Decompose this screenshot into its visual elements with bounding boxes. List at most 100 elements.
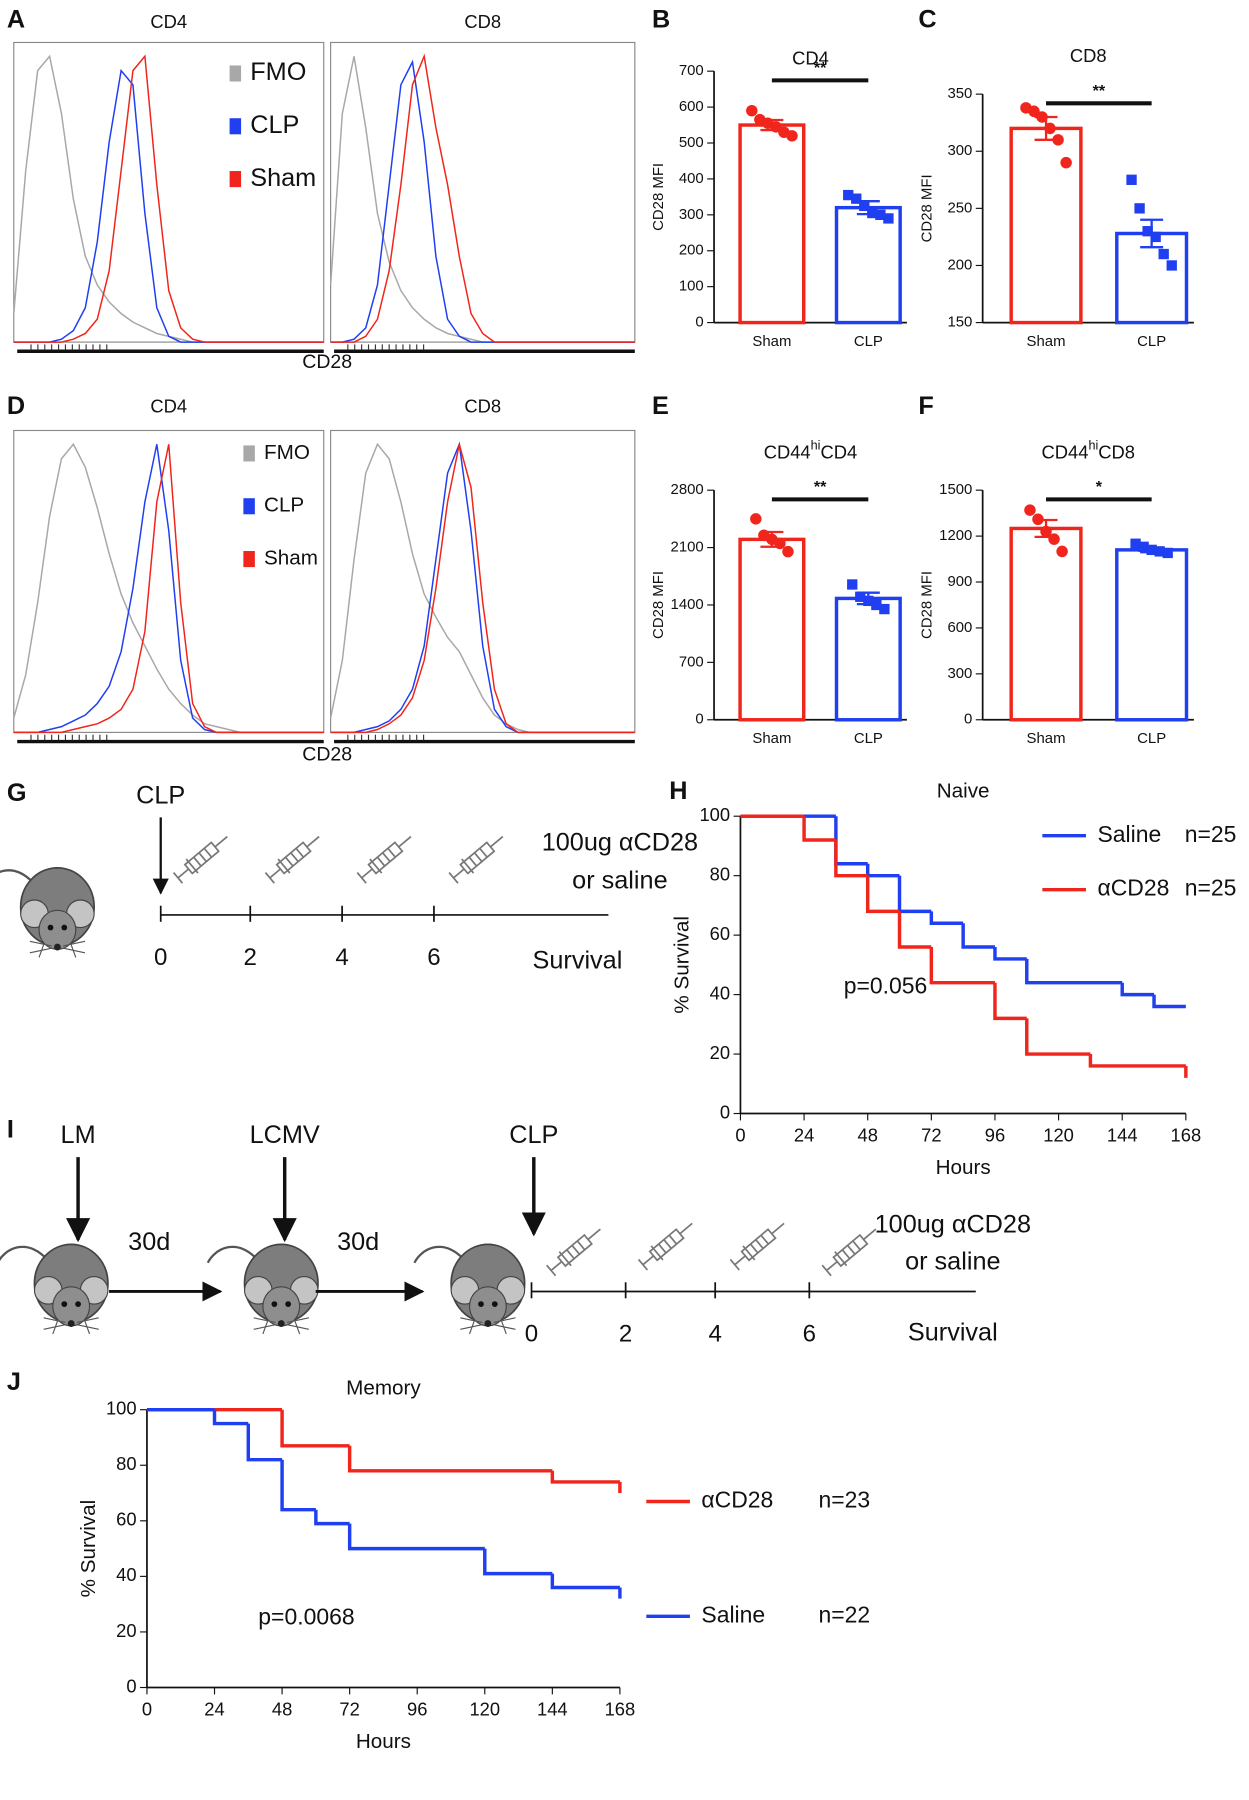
chart-title: Naive <box>937 780 990 803</box>
bar <box>834 205 902 325</box>
significance-label: * <box>1096 478 1103 496</box>
y-tick-label: 2800 <box>671 481 704 498</box>
x-tick-label: Sham <box>1027 333 1066 350</box>
legend-swatch <box>229 65 242 82</box>
y-tick-label: 0 <box>695 711 703 728</box>
y-tick-label: 300 <box>947 142 972 159</box>
syringe <box>446 828 510 886</box>
interval-label: 30d <box>128 1228 170 1256</box>
y-tick-label: 1200 <box>939 527 972 544</box>
survival-step <box>280 1459 316 1512</box>
x-tick-label: 72 <box>921 1124 941 1145</box>
panel-label: H <box>669 777 687 805</box>
x-tick-label: 144 <box>1107 1124 1138 1145</box>
x-tick-label: CLP <box>854 730 883 747</box>
legend-n: n=23 <box>819 1487 871 1513</box>
treatment-label: or saline <box>572 866 667 894</box>
timeline-label: 0 <box>525 1320 538 1347</box>
survival-step <box>897 875 932 914</box>
panel-label: B <box>652 5 670 33</box>
legend-label: CLP <box>264 494 304 517</box>
y-tick-label: 600 <box>947 619 972 636</box>
data-point <box>1142 226 1153 237</box>
y-tick-label: 0 <box>126 1675 136 1696</box>
survival-step <box>961 923 995 949</box>
survival-step <box>834 839 868 878</box>
data-point <box>786 130 798 142</box>
data-point <box>879 603 890 615</box>
survival-step <box>993 947 1027 961</box>
y-tick-label: 400 <box>679 170 704 187</box>
legend-n: n=25 <box>1185 821 1237 847</box>
survival-step <box>929 947 995 985</box>
data-point <box>1150 231 1161 243</box>
histogram-curve <box>329 56 635 343</box>
survival-step <box>550 1470 620 1484</box>
x-tick-label: CLP <box>1137 730 1166 747</box>
plot-frame <box>330 41 636 343</box>
bar <box>1009 526 1083 722</box>
significance-label: ** <box>814 478 827 496</box>
timeline-label: 2 <box>619 1320 632 1347</box>
panel-label: D <box>7 392 25 420</box>
y-tick-label: 200 <box>679 242 704 259</box>
data-point <box>782 545 794 558</box>
x-tick-label: 0 <box>735 1124 745 1145</box>
plot-frame <box>13 41 325 343</box>
data-point <box>1028 105 1040 118</box>
y-axis-label: % Survival <box>670 916 693 1014</box>
survival-step <box>929 911 964 925</box>
panel-label: E <box>652 392 669 420</box>
data-point <box>774 537 786 550</box>
p-value: p=0.0068 <box>258 1604 354 1630</box>
interval-label: 30d <box>337 1228 379 1256</box>
bar <box>738 123 806 325</box>
y-tick-label: 0 <box>964 711 972 728</box>
survival-step <box>483 1548 553 1576</box>
title-part: hi <box>1088 439 1098 453</box>
y-tick-label: 0 <box>720 1101 730 1122</box>
y-tick-label: 300 <box>947 665 972 682</box>
data-point <box>1134 203 1145 214</box>
legend-label: Saline <box>1097 821 1161 847</box>
data-point <box>746 104 758 117</box>
survival-step <box>1088 1054 1186 1068</box>
y-tick-label: 900 <box>947 573 972 590</box>
y-tick-label: 60 <box>710 923 730 944</box>
data-point <box>863 595 874 607</box>
data-point <box>1036 111 1048 123</box>
y-tick-label: 150 <box>947 314 972 331</box>
title-part: hi <box>811 439 821 453</box>
y-tick-label: 80 <box>116 1453 136 1474</box>
x-tick-label: 24 <box>204 1698 224 1719</box>
treatment-label: 100ug αCD28 <box>542 828 698 856</box>
survival-step <box>1120 982 1155 997</box>
timeline-label: 2 <box>244 944 257 971</box>
y-tick-label: 700 <box>679 653 704 670</box>
end-label: Survival <box>533 947 623 975</box>
histogram-curve <box>330 53 635 343</box>
x-tick-label: 96 <box>985 1124 1005 1145</box>
x-tick-label: 72 <box>339 1698 359 1719</box>
x-tick-label: 168 <box>1171 1124 1202 1145</box>
y-tick-label: 600 <box>679 98 704 115</box>
legend-label: FMO <box>264 441 310 464</box>
treatment-label: 100ug αCD28 <box>875 1211 1031 1239</box>
panel-label: J <box>7 1368 21 1396</box>
event-label: CLP <box>136 781 185 809</box>
survival-step <box>1025 958 1123 985</box>
y-tick-label: 60 <box>116 1509 136 1530</box>
legend-label: FMO <box>250 58 306 86</box>
survival-step <box>865 863 900 878</box>
x-tick-label: CLP <box>854 333 883 350</box>
x-axis-label: CD28 <box>302 351 352 373</box>
data-point <box>1130 538 1141 549</box>
data-point <box>750 513 762 525</box>
data-point <box>847 579 858 590</box>
histogram-curve <box>13 442 324 734</box>
y-tick-label: 700 <box>679 62 704 79</box>
p-value: p=0.056 <box>844 972 928 998</box>
title-part: CD4 <box>820 441 857 462</box>
plot-frame <box>13 429 325 733</box>
